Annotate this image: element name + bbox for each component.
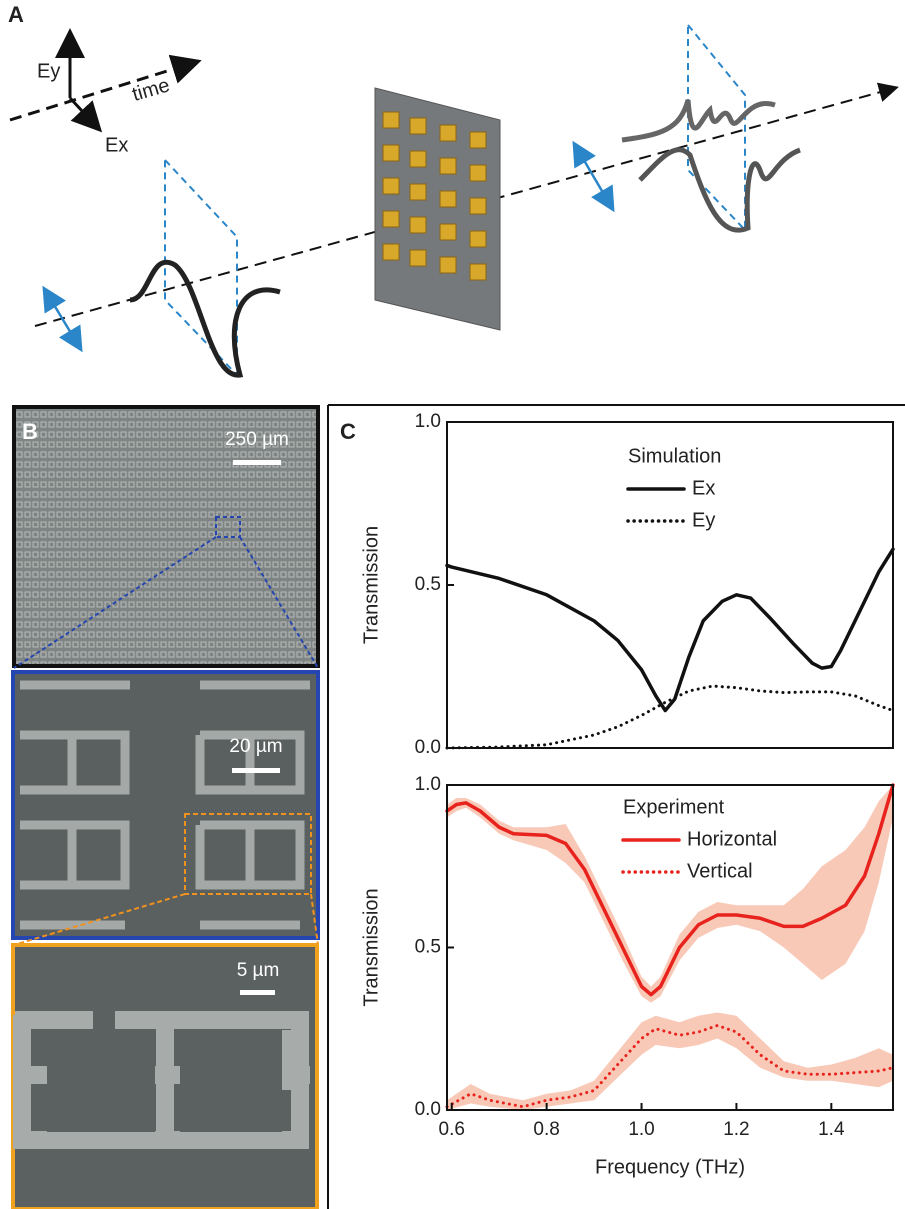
scale-bar-label: 250 µm bbox=[225, 429, 289, 450]
legend-label: Vertical bbox=[687, 860, 753, 882]
y-axis-label: Transmission bbox=[360, 526, 382, 644]
panel-label: C bbox=[340, 419, 356, 444]
panel-frame bbox=[328, 405, 905, 1209]
x-tick-label: 1.2 bbox=[723, 1119, 749, 1140]
legend-label: Ey bbox=[692, 509, 715, 531]
y-tick-label: 0.5 bbox=[415, 574, 441, 595]
line bbox=[447, 549, 893, 710]
scale-bar-label: 20 µm bbox=[229, 736, 282, 757]
figure: A Ey time Ex B 250 µm 20 µm 5 µm C Ex Ey S… bbox=[0, 0, 905, 1209]
y-axis-label: Transmission bbox=[360, 888, 382, 1006]
x-axis-label: Frequency (THz) bbox=[595, 1156, 745, 1178]
legend-label: Horizontal bbox=[687, 828, 777, 850]
y-tick-label: 1.0 bbox=[415, 411, 441, 432]
axis-label: Ex bbox=[105, 134, 128, 156]
legend-title: Experiment bbox=[623, 796, 725, 818]
y-tick-label: 0.0 bbox=[415, 737, 441, 758]
panel-label: B bbox=[22, 419, 38, 444]
x-tick-label: 1.0 bbox=[628, 1119, 654, 1140]
x-tick-label: 1.4 bbox=[818, 1119, 845, 1140]
x-tick-label: 0.8 bbox=[533, 1119, 559, 1140]
error-band bbox=[447, 1013, 893, 1111]
axis-label: time bbox=[130, 74, 172, 106]
axis-label: Ey bbox=[37, 60, 60, 82]
y-tick-label: 0.5 bbox=[415, 937, 441, 958]
y-tick-label: 0.0 bbox=[415, 1099, 441, 1120]
legend-label: Ex bbox=[692, 477, 715, 499]
y-tick-label: 1.0 bbox=[415, 774, 441, 795]
x-tick-label: 0.6 bbox=[439, 1119, 465, 1140]
diagram bbox=[10, 25, 895, 375]
scale-bar-label: 5 µm bbox=[237, 960, 280, 981]
panel-label: A bbox=[8, 2, 24, 27]
legend-title: Simulation bbox=[628, 445, 721, 467]
micrograph bbox=[13, 407, 318, 1209]
line bbox=[447, 686, 893, 748]
